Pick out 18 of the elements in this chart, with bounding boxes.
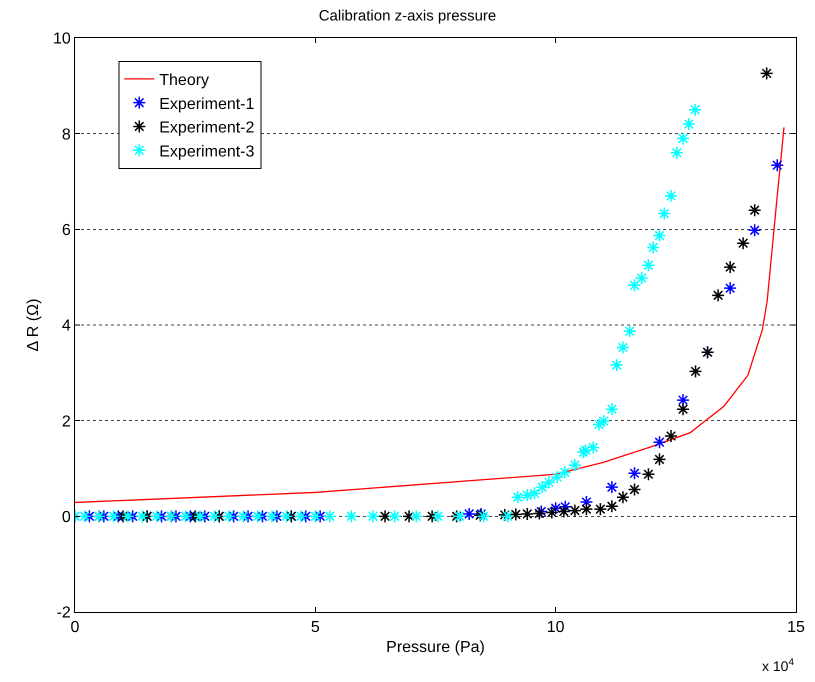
x-tick-label: 5 xyxy=(310,619,320,636)
legend-label: Experiment-1 xyxy=(159,96,255,113)
x-tick-label: 15 xyxy=(787,619,805,636)
y-axis-title: Δ R (Ω) xyxy=(24,298,42,352)
y-tick-label: 10 xyxy=(53,30,71,48)
legend-label: Theory xyxy=(159,72,210,90)
text: x 10$^{4}$ xyxy=(762,657,794,674)
chart-title: Calibration z-axis pressure xyxy=(318,8,496,25)
y-tick-label: 8 xyxy=(62,126,71,144)
x-tick-label: 10 xyxy=(546,619,565,636)
y-tick-label: 0 xyxy=(62,508,71,526)
y-tick-label: -2 xyxy=(56,604,71,622)
y-tick-label: 6 xyxy=(62,222,71,239)
legend-label: Experiment-3 xyxy=(159,144,255,160)
y-tick-label: 4 xyxy=(62,318,71,335)
x-axis-title: Pressure (Pa) xyxy=(386,638,485,656)
legend-label: Experiment-2 xyxy=(159,120,255,137)
y-tick-label: 2 xyxy=(62,413,71,430)
